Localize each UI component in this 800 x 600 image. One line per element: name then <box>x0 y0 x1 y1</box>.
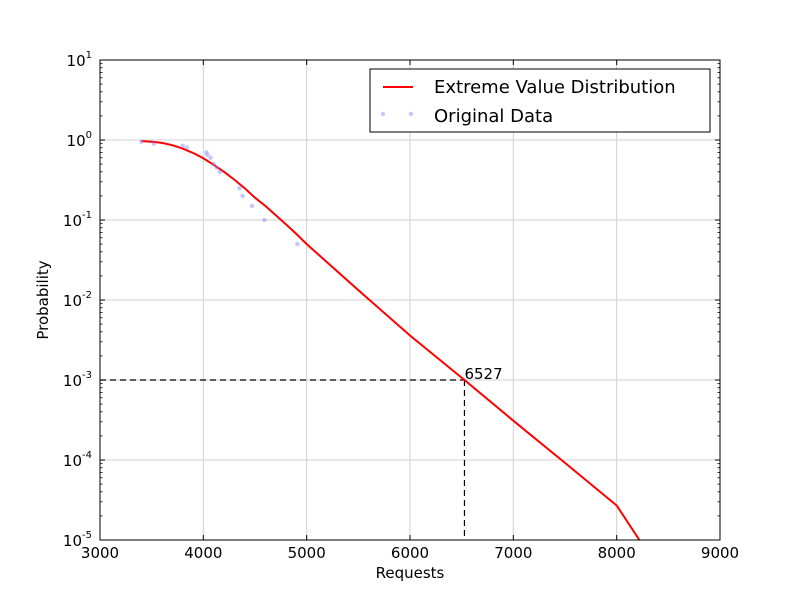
x-tick-label: 3000 <box>81 544 119 562</box>
grid-lines <box>100 60 720 540</box>
y-tick-exponent: 1 <box>86 50 92 61</box>
y-tick-label: 10-1 <box>63 210 92 230</box>
y-tick-exponent: 0 <box>86 130 92 141</box>
data-point-original-data <box>214 165 219 170</box>
y-axis-label: Probability <box>34 260 52 339</box>
data-point-original-data <box>184 145 189 150</box>
x-tick-label: 9000 <box>701 544 739 562</box>
series-line-extreme-value-distribution <box>141 140 641 541</box>
y-tick-label: 10-5 <box>63 530 92 550</box>
data-point-original-data <box>205 152 210 158</box>
y-tick-label: 10-2 <box>63 290 92 310</box>
legend-marker-swatch-left <box>380 111 386 117</box>
data-point-original-data <box>262 217 267 223</box>
legend-label-extreme-value-distribution: Extreme Value Distribution <box>434 77 676 98</box>
x-tick-label: 7000 <box>494 544 532 562</box>
annotation-label: 6527 <box>464 365 502 383</box>
y-tick-base: 10 <box>67 52 86 70</box>
y-tick-exponent: -1 <box>82 210 92 221</box>
data-point-original-data <box>204 150 209 155</box>
data-point-original-data <box>237 185 242 191</box>
data-point-original-data <box>295 241 300 247</box>
y-tick-exponent: -2 <box>82 290 92 301</box>
y-tick-label: 101 <box>67 50 92 70</box>
y-tick-base: 10 <box>63 292 82 310</box>
legend-marker-swatch-right <box>408 111 414 117</box>
annotation-guides <box>100 379 466 540</box>
y-tick-base: 10 <box>63 372 82 390</box>
y-tick-base: 10 <box>67 132 86 150</box>
data-point-original-data <box>211 161 216 167</box>
y-tick-base: 10 <box>63 212 82 230</box>
data-point-original-data <box>208 155 213 160</box>
x-tick-label: 8000 <box>598 544 636 562</box>
y-tick-exponent: -4 <box>82 450 92 461</box>
y-tick-base: 10 <box>63 532 82 550</box>
data-point-original-data <box>151 141 156 146</box>
x-tick-label: 6000 <box>391 544 429 562</box>
data-series <box>139 139 641 541</box>
y-tick-exponent: -3 <box>82 370 92 381</box>
y-tick-label: 100 <box>67 130 92 150</box>
x-tick-label: 5000 <box>288 544 326 562</box>
y-tick-exponent: -5 <box>82 530 92 541</box>
data-point-original-data <box>139 139 144 144</box>
data-point-original-data <box>249 203 255 209</box>
data-point-original-data <box>217 169 223 175</box>
y-tick-label: 10-3 <box>63 370 92 390</box>
x-axis-label: Requests <box>376 564 445 582</box>
legend-label-original-data: Original Data <box>434 106 553 127</box>
data-point-original-data <box>240 193 245 199</box>
y-tick-base: 10 <box>63 452 82 470</box>
legend: Extreme Value Distribution Original Data <box>369 68 711 133</box>
axis-ticks: 3000 4000 5000 6000 7000 8000 900010110010-110… <box>63 50 739 562</box>
data-point-original-data <box>180 143 185 148</box>
y-tick-label: 10-4 <box>63 450 92 470</box>
x-tick-label: 4000 <box>184 544 222 562</box>
legend-frame <box>369 68 711 133</box>
